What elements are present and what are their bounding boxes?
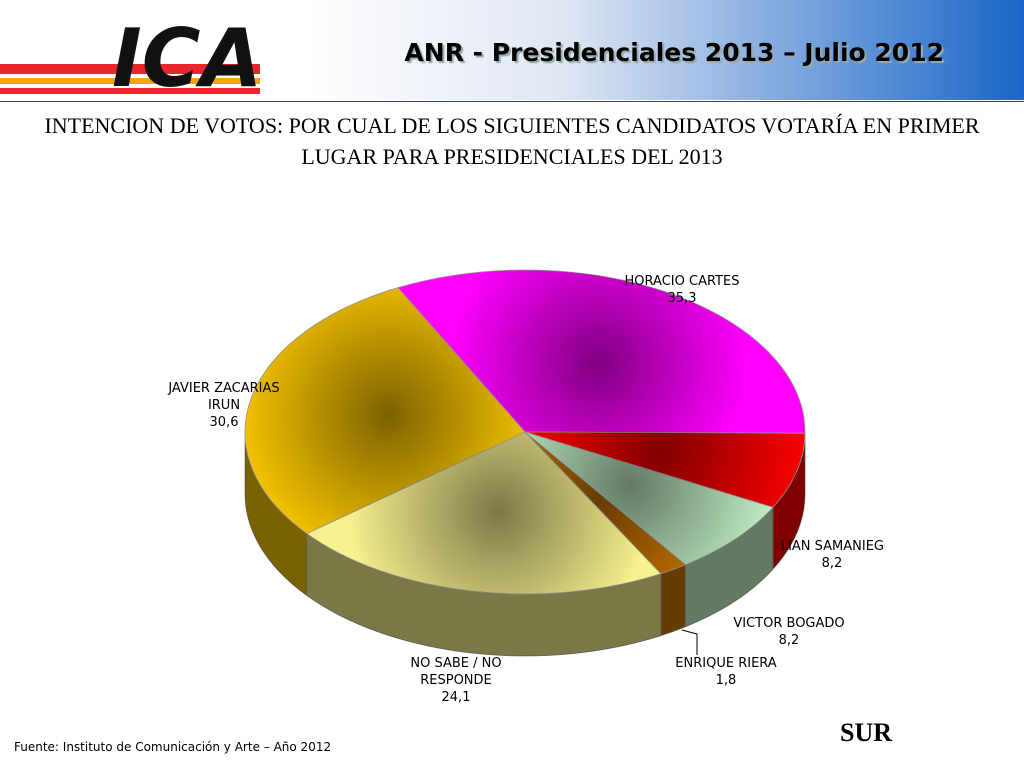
leader-line (681, 629, 698, 655)
slide-title: ANR - Presidenciales 2013 – Julio 2012 (404, 38, 944, 67)
slice-side-shade (306, 533, 661, 657)
label-category: HORACIO CARTES (624, 274, 740, 289)
logo-text: ICA (112, 12, 262, 102)
label-value: 8,2 (821, 556, 843, 571)
label-value: 8,2 (778, 633, 800, 648)
divider (0, 101, 1024, 102)
slice-shade (525, 432, 773, 565)
data-label: NO SABE / NO RESPONDE 24,1 (401, 655, 511, 706)
label-category: ENRIQUE RIERA (675, 656, 777, 671)
slice-shade (525, 432, 805, 508)
data-label: VICTOR BOGADO 8,2 (714, 615, 864, 649)
data-label: LILIAN SAMANIEGO 8,2 (780, 538, 885, 572)
data-label: HORACIO CARTES 35,3 (607, 273, 757, 307)
label-category: VICTOR BOGADO (733, 616, 845, 631)
slice-shade (525, 432, 686, 574)
slice-side-shade (772, 433, 805, 570)
logo-stripe (0, 78, 260, 84)
label-value: 30,6 (209, 415, 239, 430)
label-value: 35,3 (667, 291, 697, 306)
slice-shade (397, 270, 805, 434)
source-note: Fuente: Instituto de Comunicación y Arte… (14, 740, 332, 754)
slice-shade (306, 432, 661, 594)
slice-side-shade (245, 432, 307, 596)
label-category: NO SABE / NO RESPONDE (410, 656, 502, 688)
region-label: SUR (840, 718, 893, 747)
label-category: JAVIER ZACARIAS IRUN (168, 381, 280, 413)
label-category: LILIAN SAMANIEGO (780, 539, 885, 554)
chart-title: INTENCION DE VOTOS: POR CUAL DE LOS SIGU… (44, 113, 980, 169)
logo: ICA (0, 12, 262, 102)
label-value: 24,1 (441, 690, 471, 705)
data-label: ENRIQUE RIERA 1,8 (661, 655, 791, 689)
slice-side-shade (660, 564, 686, 636)
slice-shade (244, 287, 526, 534)
label-value: 1,8 (715, 673, 737, 688)
logo-stripe (0, 88, 260, 94)
slice-side-shade (685, 507, 773, 627)
data-label: JAVIER ZACARIAS IRUN 30,6 (154, 380, 294, 431)
logo-stripe (0, 64, 260, 74)
